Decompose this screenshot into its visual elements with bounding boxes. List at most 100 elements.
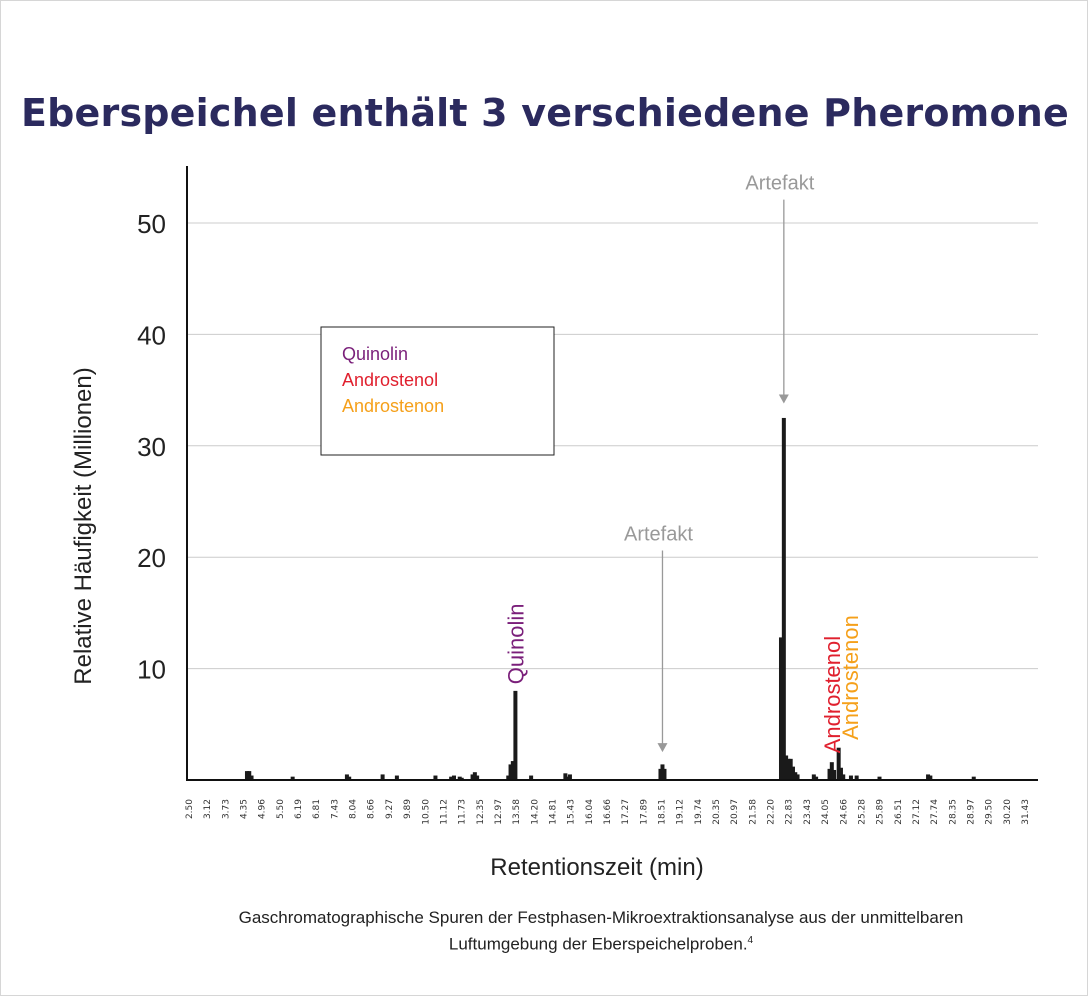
x-tick-label: 9.27 <box>385 799 395 819</box>
chromatogram-peak <box>449 776 454 780</box>
chromatogram-peak <box>452 775 457 780</box>
chromatogram-peak <box>347 776 352 780</box>
x-tick-label: 15.43 <box>567 799 577 825</box>
x-tick-label: 10.50 <box>421 799 431 825</box>
x-tick-label: 11.73 <box>458 799 468 825</box>
annotation-quinolin: Quinolin <box>503 603 528 684</box>
chromatogram-peak <box>854 775 859 780</box>
x-tick-label: 26.51 <box>894 799 904 825</box>
x-tick-label: 31.43 <box>1021 799 1031 825</box>
x-tick-label: 18.51 <box>658 799 668 825</box>
chart-title: Eberspeichel enthält 3 verschiedene Pher… <box>20 91 1070 135</box>
chromatogram-peak <box>433 775 438 780</box>
chromatogram-peak <box>344 774 349 780</box>
chromatogram-peak <box>971 776 976 780</box>
chromatogram-peak <box>786 758 791 780</box>
annotation-artefact-label: Artefakt <box>624 523 693 545</box>
x-tick-label: 9.89 <box>403 799 413 819</box>
x-tick-label: 12.35 <box>476 799 486 825</box>
chromatogram-peak <box>788 758 793 780</box>
x-tick-label: 11.12 <box>439 799 449 825</box>
chromatogram-peak <box>290 776 295 780</box>
x-tick-label: 4.35 <box>240 799 250 819</box>
bars-layer <box>244 417 976 780</box>
x-tick-label: 22.20 <box>767 799 777 825</box>
x-tick-label: 8.04 <box>349 799 359 819</box>
x-tick-label: 27.12 <box>912 799 922 825</box>
x-tick-label: 22.83 <box>785 799 795 825</box>
y-axis-title: Relative Häufigkeit (Millionen) <box>70 367 97 684</box>
x-tick-label: 20.35 <box>712 799 722 825</box>
grid-layer <box>187 222 1038 670</box>
x-tick-label: 2.50 <box>185 799 195 819</box>
x-tick-label: 3.12 <box>203 799 213 819</box>
x-tick-label: 21.58 <box>748 799 758 825</box>
chromatogram-peak <box>565 776 570 780</box>
caption-text: Gaschromatographische Spuren der Festpha… <box>238 908 964 954</box>
legend-entry-androstenon: Androstenon <box>342 396 444 416</box>
chromatogram-peak <box>781 417 786 780</box>
chromatogram-peak <box>380 774 385 780</box>
chromatogram-peak <box>928 775 933 780</box>
x-tick-label: 24.05 <box>821 799 831 825</box>
chromatogram-peak <box>662 768 667 780</box>
x-tick-label: 17.27 <box>621 799 631 825</box>
y-tick-label: 30 <box>137 432 166 462</box>
chromatogram-peak <box>247 771 252 780</box>
annotation-arrowhead <box>657 743 668 753</box>
chromatogram-peak <box>513 690 518 780</box>
x-tick-label: 3.73 <box>221 799 231 819</box>
x-tick-label: 7.43 <box>330 799 340 819</box>
x-tick-label: 16.66 <box>603 799 613 825</box>
x-tick-label: 14.81 <box>548 799 558 825</box>
y-tick-label: 10 <box>137 655 166 685</box>
x-tick-label: 8.66 <box>367 799 377 819</box>
y-tick-label: 50 <box>137 209 166 239</box>
legend-entry-quinolin: Quinolin <box>342 344 408 364</box>
x-tick-label: 17.89 <box>639 799 649 825</box>
x-tick-label: 27.74 <box>930 799 940 825</box>
y-tick-label: 20 <box>137 543 166 573</box>
chromatogram-peak <box>510 761 515 780</box>
chromatogram-peak <box>841 774 846 780</box>
chromatogram-peak <box>778 637 783 780</box>
x-tick-label: 25.28 <box>857 799 867 825</box>
chromatogram-peak <box>790 766 795 780</box>
chromatogram-peak <box>459 777 464 780</box>
x-tick-label: 6.81 <box>312 799 322 819</box>
x-tick-label: 4.96 <box>258 799 268 819</box>
x-tick-label: 29.50 <box>985 799 995 825</box>
chromatogram-peak <box>827 768 832 780</box>
chromatogram-peak <box>475 775 480 780</box>
chromatogram-peak <box>926 774 931 780</box>
x-tick-label: 6.19 <box>294 799 304 819</box>
x-tick-label: 23.43 <box>803 799 813 825</box>
annotation-layer: Artefakt Artefakt Quinolin AndrostenolAndro… <box>503 173 863 754</box>
chromatogram-peak <box>836 747 841 780</box>
annotation-arrowhead <box>778 394 789 404</box>
x-tick-label: 25.89 <box>876 799 886 825</box>
x-tick-label: 12.97 <box>494 799 504 825</box>
annotation-androstenon: Androstenon <box>838 615 863 740</box>
chromatogram-peak <box>793 772 798 780</box>
chromatogram-peak <box>529 775 534 780</box>
x-tick-label: 19.12 <box>676 799 686 825</box>
chromatogram-peak <box>811 774 816 780</box>
x-tick-label: 30.20 <box>1003 799 1013 825</box>
x-tick-label: 28.35 <box>948 799 958 825</box>
x-tick-label: 13.58 <box>512 799 522 825</box>
x-tick-label: 14.20 <box>530 799 540 825</box>
chromatogram-peak <box>838 767 843 780</box>
y-tick-label: 40 <box>137 320 166 350</box>
chromatogram-peak <box>784 755 789 780</box>
chromatogram-peak <box>244 771 249 780</box>
chromatogram-peak <box>814 776 819 780</box>
legend-entry-androstenol: Androstenol <box>342 370 438 390</box>
chromatogram-peak <box>829 762 834 780</box>
x-tick-label: 19.74 <box>694 799 704 825</box>
chromatogram-peak <box>563 773 568 780</box>
x-tick-label: 24.66 <box>839 799 849 825</box>
figure-caption: Gaschromatographische Spuren der Festpha… <box>201 906 1001 956</box>
